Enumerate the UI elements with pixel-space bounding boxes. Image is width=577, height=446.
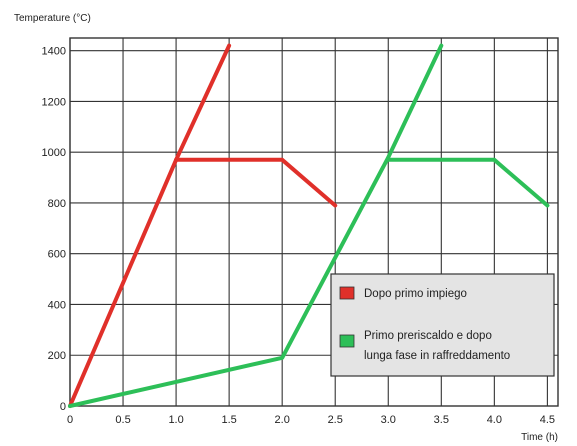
x-tick-label-7: 3.5 [434,414,449,426]
series-1-line-1 [68,43,232,408]
y-tick-label-600: 600 [48,249,66,261]
legend-swatch-green [339,334,355,348]
legend-swatch-red [339,286,355,300]
y-tick-label-200: 200 [48,350,66,362]
x-tick-label-2: 1.0 [168,414,183,426]
y-tick-label-1400: 1400 [42,46,66,58]
x-tick-label-1: 0.5 [115,414,130,426]
x-axis-label: Time (h) [521,432,558,443]
x-tick-label-3: 1.5 [221,414,236,426]
y-axis-label: Temperature (°C) [14,13,91,24]
y-tick-label-800: 800 [48,198,66,210]
x-tick-label-8: 4.0 [487,414,502,426]
tick-labels: 0 200 400 600 800 1000 1200 1400 0 0.5 1.0 1.5 2.0 2.… [42,46,556,426]
y-tick-label-400: 400 [48,299,66,311]
y-tick-label-0: 0 [60,401,66,413]
x-tick-label-5: 2.5 [328,414,343,426]
legend-label-primo-preriscaldo-line1: Primo preriscaldo e dopo [364,330,492,342]
x-tick-label-0: 0 [67,414,73,426]
legend-box [330,273,555,377]
legend-label-primo-preriscaldo-line2: lunga fase in raffreddamento [364,350,510,362]
x-tick-label-9: 4.5 [540,414,555,426]
y-tick-label-1000: 1000 [42,147,66,159]
x-tick-label-4: 2.0 [275,414,290,426]
x-tick-label-6: 3.0 [381,414,396,426]
y-tick-label-1200: 1200 [42,96,66,108]
legend: Dopo primo impiego Primo preriscaldo e d… [330,273,555,377]
series-2-line-1 [68,43,444,408]
series-2-line-2 [386,157,550,208]
series-1-line-2 [174,157,338,208]
series-layer [68,43,550,408]
legend-label-dopo-primo-impiego: Dopo primo impiego [364,288,467,300]
grid [69,37,559,407]
